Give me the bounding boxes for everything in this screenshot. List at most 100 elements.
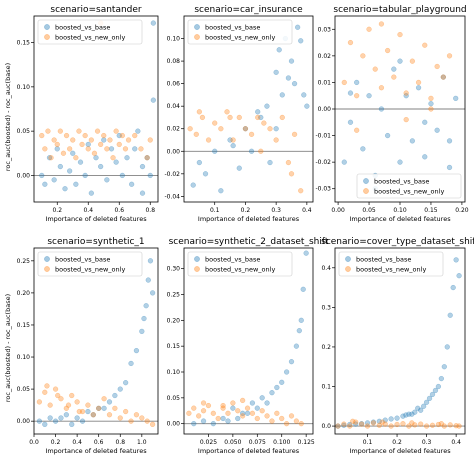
data-point — [70, 150, 76, 156]
data-point — [141, 315, 147, 322]
data-point — [110, 155, 116, 161]
y-tick-label: -0.02 — [164, 171, 180, 178]
y-tick-label: -0.03 — [315, 186, 331, 193]
data-point — [259, 408, 265, 414]
data-point — [412, 409, 418, 415]
data-point — [48, 155, 54, 161]
y-tick-label: -0.02 — [315, 159, 331, 166]
x-tick-label: 0.075 — [249, 439, 266, 446]
legend-label: boosted_vs_new_only — [374, 187, 444, 195]
data-point — [187, 126, 193, 132]
data-point — [63, 132, 70, 139]
legend-marker — [44, 34, 50, 40]
data-point — [291, 81, 298, 87]
x-axis-label: Importance of deleted features — [198, 447, 300, 455]
legend-marker — [363, 178, 369, 184]
data-point — [230, 143, 236, 149]
data-point — [406, 423, 412, 429]
subplot-3: 0.00 0.05 0.10 0.15 0.20 -0.03 -0.02 -0.01 0.00 0… — [315, 5, 468, 223]
legend: boosted_vs_base boosted_vs_new_only — [37, 19, 143, 45]
data-point — [360, 53, 366, 59]
data-point — [366, 93, 372, 99]
y-tick-label: 0.10 — [17, 84, 31, 91]
series-boosted-vs-base — [335, 257, 462, 429]
data-point — [133, 412, 140, 418]
y-tick-label: 0.06 — [167, 81, 181, 88]
data-point — [230, 137, 236, 143]
data-point — [288, 359, 295, 365]
data-point — [403, 93, 409, 99]
data-point — [147, 172, 153, 179]
y-tick-label: 0.0 — [321, 423, 331, 430]
y-tick-label: 0.00 — [167, 421, 181, 428]
legend: boosted_vs_base boosted_vs_new_only — [356, 173, 462, 199]
data-point — [341, 159, 347, 165]
data-point — [236, 165, 242, 171]
x-axis-label: Importance of deleted features — [45, 215, 147, 223]
data-point — [36, 418, 42, 424]
data-point — [113, 128, 119, 134]
data-point — [301, 92, 307, 98]
data-point — [394, 415, 400, 421]
x-tick-label: 0.8 — [115, 439, 125, 446]
x-tick-label: 0.10 — [393, 207, 407, 214]
data-point — [123, 380, 129, 386]
data-point — [428, 106, 434, 112]
y-tick-label: 0.05 — [17, 128, 31, 135]
data-point — [242, 126, 249, 132]
data-point — [150, 97, 156, 103]
data-point — [143, 303, 149, 309]
data-point — [119, 132, 125, 139]
y-tick-label: 0.02 — [167, 126, 181, 133]
x-axis-label: Importance of deleted features — [198, 215, 300, 223]
y-tick-label: 0.15 — [17, 322, 31, 329]
data-point — [200, 418, 207, 424]
data-point — [240, 413, 246, 419]
data-point — [385, 132, 391, 139]
data-point — [453, 95, 459, 101]
data-point — [196, 413, 202, 419]
data-point — [63, 412, 69, 418]
data-point — [225, 418, 231, 424]
series-boosted-vs-base — [190, 24, 310, 194]
data-point — [240, 397, 246, 404]
legend-marker — [194, 34, 200, 40]
data-point — [139, 163, 146, 170]
x-tick-label: 0.05 — [362, 207, 376, 214]
data-point — [77, 159, 84, 165]
data-point — [101, 396, 107, 402]
data-point — [150, 290, 156, 296]
data-point — [415, 405, 421, 411]
data-point — [422, 119, 428, 125]
data-point — [291, 131, 298, 137]
data-point — [273, 69, 279, 75]
data-point — [235, 408, 241, 414]
data-point — [285, 159, 292, 166]
y-tick-label: 0.3 — [321, 304, 331, 311]
data-point — [186, 410, 192, 416]
data-point — [304, 103, 310, 109]
x-tick-label: 0.4 — [451, 439, 461, 446]
y-tick-label: 0.10 — [167, 369, 181, 376]
data-point — [107, 137, 113, 143]
data-point — [94, 128, 101, 134]
data-point — [191, 421, 197, 427]
data-point — [196, 159, 202, 166]
y-tick-label: 0.03 — [318, 26, 332, 33]
data-point — [91, 150, 98, 156]
data-point — [364, 423, 371, 429]
data-point — [269, 390, 275, 396]
legend-box — [338, 251, 444, 277]
data-point — [391, 74, 397, 80]
legend-label: boosted_vs_base — [55, 23, 110, 31]
data-point — [447, 312, 453, 318]
data-point — [67, 146, 73, 152]
data-point — [112, 405, 118, 411]
y-tick-label: 0.30 — [167, 266, 181, 273]
data-point — [440, 74, 446, 80]
data-point — [264, 103, 270, 109]
data-point — [364, 420, 371, 426]
data-point — [435, 383, 442, 390]
series-boosted-vs-new-only — [335, 418, 462, 429]
x-tick-label: 0.4 — [72, 439, 82, 446]
